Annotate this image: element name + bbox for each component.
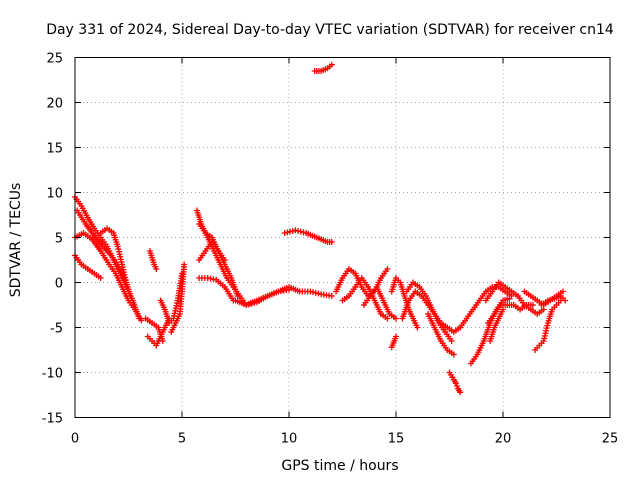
series-arc35 [538,293,569,308]
series-arc28 [457,284,515,331]
series-arc25 [403,279,455,344]
series-arc23 [388,333,399,351]
series-arc26 [425,311,457,358]
axis-ticks: 0 5 10 15 20 25 -15 -10 -5 0 5 10 15 20 25 [42,52,619,447]
data-point [328,61,335,68]
data-point [297,228,304,235]
x-tick-label: 10 [281,432,298,447]
data-point [97,275,104,281]
data-point [452,380,459,387]
y-tick-label: 10 [46,187,63,202]
data-point [127,293,134,299]
y-tick-label: 0 [55,277,63,292]
data-point [295,227,302,234]
data-point [289,227,296,234]
data-point [292,227,299,234]
x-tick-label: 20 [495,432,512,447]
y-tick-label: -5 [50,322,63,337]
data-point [310,289,317,296]
series-arc30 [482,279,547,317]
y-tick-label: 20 [46,97,63,112]
series-arc21 [360,284,399,322]
grid-lines [75,57,610,418]
series-arc27 [446,369,464,396]
data-point [393,333,399,340]
data-point [284,229,291,236]
data-point [181,261,188,268]
data-point [448,338,455,344]
data-point [506,295,513,302]
series-arc18 [311,61,335,74]
data-points [72,61,569,396]
data-point [153,266,160,272]
series-arc32 [487,306,506,344]
series-arc17 [281,227,335,245]
data-point [300,229,307,236]
y-tick-label: 5 [55,232,63,247]
data-point [138,317,145,324]
data-point [500,306,506,313]
data-point [281,230,288,236]
data-point [414,324,421,331]
series-arc4 [97,225,134,299]
x-tick-label: 5 [178,432,186,447]
data-point [287,228,294,235]
y-axis-label: SDTVAR / TECUs [8,183,24,298]
data-point [457,389,464,396]
data-point [393,315,399,322]
series-arc10 [168,261,188,335]
series-arc34 [532,297,564,353]
series-arc14 [196,221,228,263]
series-arc13 [196,275,237,304]
data-point [312,289,319,296]
data-point [221,257,228,263]
series-arc2 [72,230,145,324]
x-axis-label: GPS time / hours [281,458,398,474]
x-tick-label: 25 [602,432,619,447]
data-point [328,293,335,299]
chart-title: Day 331 of 2024, Sidereal Day-to-day VTE… [46,22,614,38]
data-point [384,266,391,272]
data-point [234,293,241,299]
data-point [559,288,566,295]
series-arc5 [72,252,104,281]
data-point [384,315,391,322]
data-point [450,351,457,358]
x-tick-label: 15 [388,432,405,447]
y-tick-label: 25 [46,52,63,67]
series-arc16 [232,286,292,308]
data-point [307,288,314,295]
data-point [562,297,569,304]
data-point [529,302,536,308]
y-tick-label: -10 [42,367,63,382]
series-arc3 [74,207,130,286]
data-point [315,290,322,297]
data-point [328,239,335,245]
data-point [453,383,460,389]
data-point [286,286,292,293]
y-tick-label: -15 [42,412,63,427]
series-arc8 [146,248,160,272]
y-tick-label: 15 [46,142,63,157]
x-tick-label: 0 [71,432,79,447]
